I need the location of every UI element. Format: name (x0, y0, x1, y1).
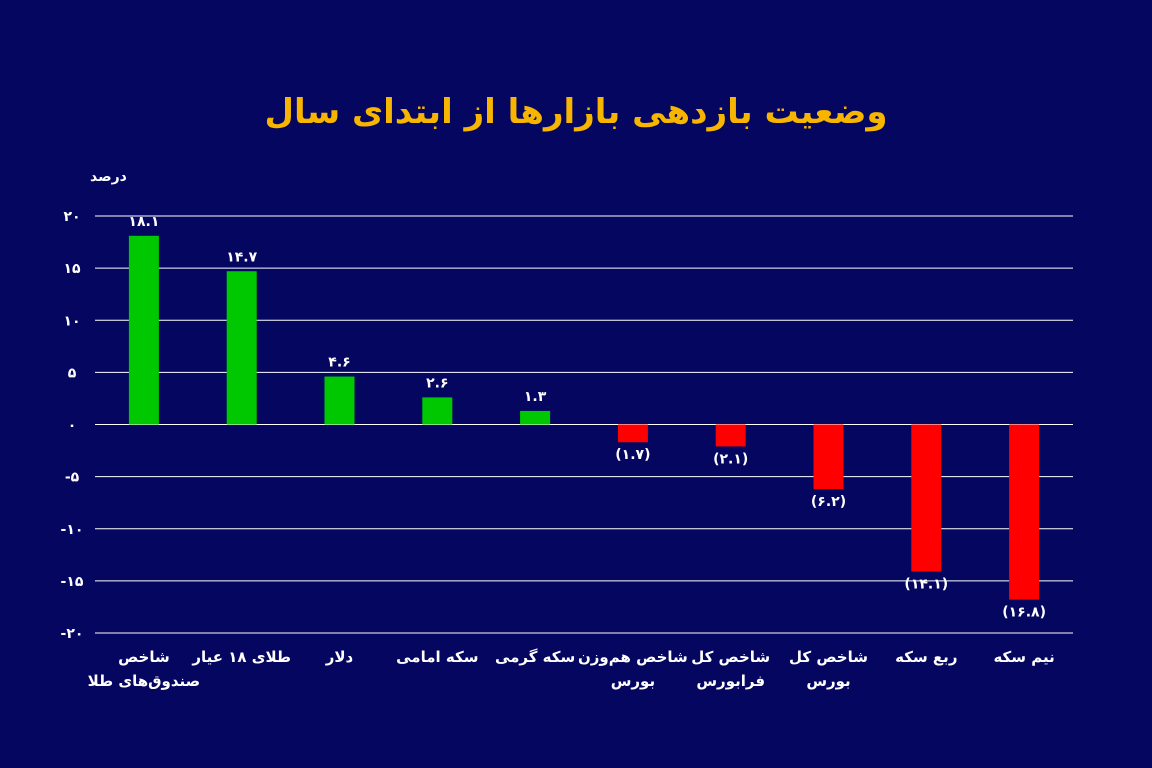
data-label: ۴.۶ (328, 355, 350, 371)
y-tick-label: ۱۰ (63, 313, 80, 329)
y-tick-label: ۲۰ (63, 209, 80, 225)
y-tick-label: ۵ (68, 365, 77, 381)
bar (617, 424, 648, 443)
x-tick-label: صندوق‌های طلا (88, 672, 201, 690)
chart-title: وضعیت بازدهی بازارها از ابتدای سال (264, 92, 888, 132)
x-tick-label: بورس (611, 672, 655, 690)
x-tick-label: فرابورس (696, 672, 765, 690)
x-tick-label: سکه امامی (396, 648, 478, 666)
x-tick-label: شاخص (118, 648, 170, 666)
y-tick-label: -۲۰ (61, 626, 84, 642)
data-label: (۱۴.۱) (904, 576, 948, 592)
data-label: ۲.۶ (426, 375, 448, 391)
data-label: ۱۴.۷ (226, 249, 257, 265)
bar (422, 397, 453, 425)
x-tick-label: ربع سکه (895, 648, 957, 666)
data-label: (۱.۷) (615, 447, 650, 463)
y-axis-label: درصد (90, 169, 127, 185)
x-tick-label: بورس (806, 672, 850, 690)
bar (813, 424, 844, 490)
x-tick-label: شاخص هم‌وزن (578, 648, 688, 666)
data-label: (۲.۱) (713, 451, 748, 467)
bar (324, 376, 355, 425)
data-label: ۱.۳ (524, 389, 547, 405)
bar (520, 410, 551, 425)
bar (715, 424, 746, 447)
y-tick-label: -۱۰ (61, 522, 84, 538)
data-label: (۱۶.۸) (1002, 605, 1046, 621)
data-label: ۱۸.۱ (128, 214, 159, 230)
x-tick-label: شاخص کل (691, 648, 770, 666)
x-tick-label: دلار (325, 648, 354, 666)
y-tick-label: -۵ (65, 470, 80, 486)
bar (911, 424, 942, 572)
x-tick-label: طلای ۱۸ عیار (191, 648, 291, 666)
bar (128, 235, 159, 425)
x-tick-label: نیم سکه (993, 648, 1054, 666)
x-tick-label: شاخص کل (789, 648, 868, 666)
bar (226, 271, 257, 425)
bar (1009, 424, 1040, 600)
x-tick-label: سکه گرمی (495, 648, 575, 666)
y-tick-label: -۱۵ (61, 574, 84, 590)
data-label: (۶.۲) (811, 494, 846, 510)
y-tick-label: ۱۵ (63, 261, 81, 277)
y-tick-label: ۰ (68, 418, 77, 434)
